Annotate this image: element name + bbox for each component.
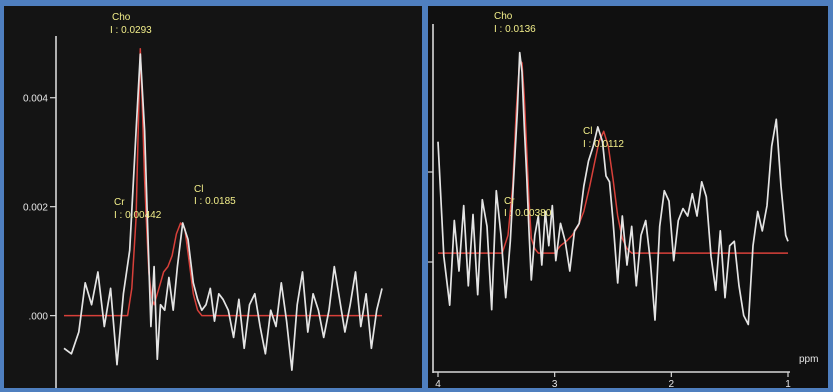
left-cho-label: Cho bbox=[112, 12, 131, 23]
left-spectrum-panel: .000 0.002 0.004 Cho I : 0.0293 Cr I : 0.0… bbox=[4, 6, 422, 388]
right-x-tick-label: 1 bbox=[785, 379, 791, 388]
left-cl-integral: I : 0.0185 bbox=[194, 196, 236, 207]
right-cho-integral: I : 0.0136 bbox=[494, 24, 536, 35]
right-spectrum-panel: 4 3 2 1 ppm Cho I : 0.0136 Cr I : 0.00380 C… bbox=[428, 6, 828, 388]
right-x-tick-label: 3 bbox=[552, 379, 558, 388]
left-cl-label: Cl bbox=[194, 184, 203, 195]
left-y-tick-label: .000 bbox=[29, 312, 49, 323]
right-cr-integral: I : 0.00380 bbox=[504, 208, 552, 219]
right-cl-label: Cl bbox=[583, 126, 592, 137]
left-fit-curve bbox=[64, 47, 382, 317]
right-cl-integral: I : 0.0112 bbox=[583, 139, 624, 150]
right-x-ticks: 4 3 2 1 bbox=[435, 372, 791, 388]
left-y-tick-label: 0.004 bbox=[23, 94, 48, 105]
left-spectrum-line bbox=[63, 53, 383, 371]
right-cr-label: Cr bbox=[504, 196, 515, 207]
right-cho-label: Cho bbox=[494, 11, 513, 22]
left-y-tick-label: 0.002 bbox=[23, 203, 48, 214]
left-y-ticks: .000 0.002 0.004 bbox=[23, 94, 56, 323]
right-x-tick-label: 4 bbox=[435, 379, 441, 388]
left-spectrum-plot: .000 0.002 0.004 Cho I : 0.0293 Cr I : 0.0… bbox=[23, 12, 383, 388]
left-cr-integral: I : 0.00442 bbox=[114, 210, 162, 221]
right-x-axis-label: ppm bbox=[799, 354, 818, 365]
right-x-tick-label: 2 bbox=[669, 379, 675, 388]
left-cr-label: Cr bbox=[114, 197, 125, 208]
left-cho-integral: I : 0.0293 bbox=[110, 25, 152, 36]
right-spectrum-plot: 4 3 2 1 ppm Cho I : 0.0136 Cr I : 0.00380 C… bbox=[428, 11, 818, 388]
right-spectrum-line bbox=[437, 51, 789, 326]
